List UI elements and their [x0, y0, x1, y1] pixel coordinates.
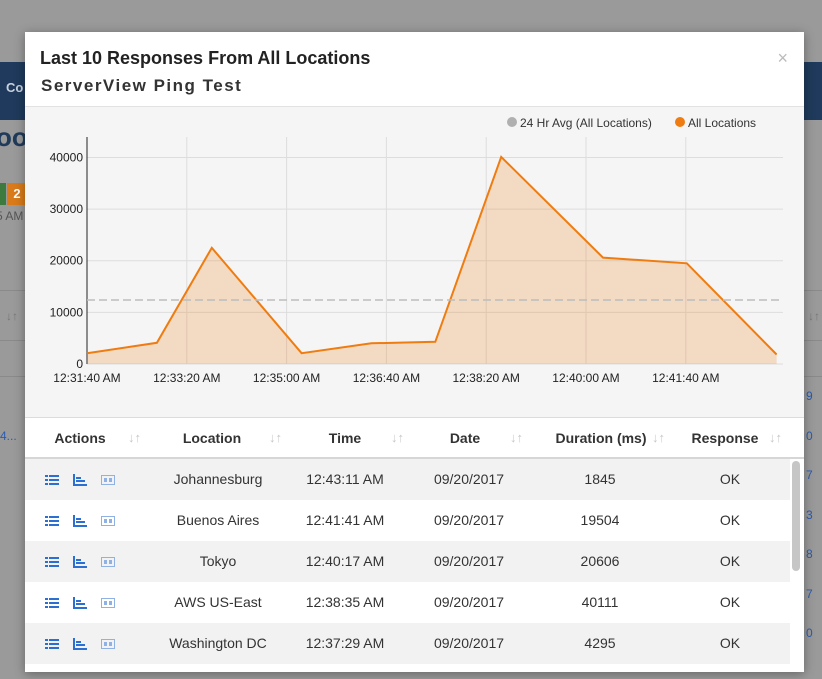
cell-response: OK [700, 500, 760, 541]
cell-date: 09/20/2017 [421, 459, 517, 500]
screenshot-icon[interactable] [101, 473, 115, 485]
details-list-icon[interactable] [45, 637, 59, 649]
screenshot-icon[interactable] [101, 514, 115, 526]
background-link-right: 7 [806, 468, 813, 482]
details-list-icon[interactable] [45, 514, 59, 526]
chart-bar-icon[interactable] [73, 473, 87, 485]
cell-response: OK [700, 459, 760, 500]
cell-response: OK [700, 582, 760, 623]
cell-date: 09/20/2017 [421, 623, 517, 664]
background-link-right: 3 [806, 508, 813, 522]
cell-response: OK [700, 541, 760, 582]
y-tick-label: 10000 [50, 305, 84, 319]
table-row: Johannesburg 12:43:11 AM 09/20/2017 1845 OK [25, 459, 790, 500]
cell-time: 12:41:41 AM [297, 500, 393, 541]
cell-duration: 20606 [555, 541, 645, 582]
y-tick-label: 40000 [50, 150, 84, 164]
x-tick-label: 12:31:40 AM [53, 371, 120, 385]
sort-icon[interactable]: ↓↑ [269, 419, 282, 457]
y-tick-label: 20000 [50, 254, 84, 268]
sort-icon[interactable]: ↓↑ [391, 419, 404, 457]
legend-avg-label: 24 Hr Avg (All Locations) [520, 116, 652, 130]
table-row: AWS US-East 12:38:35 AM 09/20/2017 40111 OK [25, 582, 790, 623]
chart-bar-icon[interactable] [73, 637, 87, 649]
x-tick-label: 12:38:20 AM [453, 371, 520, 385]
x-tick-label: 12:40:00 AM [552, 371, 619, 385]
background-link-left: 4... [0, 429, 17, 443]
cell-location: Washington DC [162, 623, 274, 664]
header-location[interactable]: Location [162, 419, 262, 457]
screenshot-icon[interactable] [101, 555, 115, 567]
table-row: Tokyo 12:40:17 AM 09/20/2017 20606 OK [25, 541, 790, 582]
background-link-right: 0 [806, 429, 813, 443]
table-row: Buenos Aires 12:41:41 AM 09/20/2017 19504 OK [25, 500, 790, 541]
cell-location: Buenos Aires [162, 500, 274, 541]
cell-location: Johannesburg [162, 459, 274, 500]
background-status-badge-green [0, 183, 6, 205]
x-tick-label: 12:36:40 AM [353, 371, 420, 385]
legend-avg-dot-icon [507, 117, 517, 127]
cell-time: 12:40:17 AM [297, 541, 393, 582]
chart-bar-icon[interactable] [73, 596, 87, 608]
response-chart: 0 10000 20000 30000 40000 12:31:40 AM 12:33:20… [25, 107, 804, 418]
sort-icon[interactable]: ↓↑ [652, 419, 665, 457]
responses-modal: Last 10 Responses From All Locations Ser… [25, 32, 804, 672]
details-list-icon[interactable] [45, 596, 59, 608]
header-date[interactable]: Date [425, 419, 505, 457]
cell-time: 12:43:11 AM [297, 459, 393, 500]
legend-series-label: All Locations [688, 116, 756, 130]
modal-header: Last 10 Responses From All Locations Ser… [25, 32, 804, 107]
modal-subtitle: ServerView Ping Test [41, 76, 242, 96]
x-tick-label: 12:33:20 AM [153, 371, 220, 385]
header-response[interactable]: Response [685, 419, 765, 457]
background-page-title: oo [0, 122, 28, 153]
y-tick-label: 30000 [50, 202, 84, 216]
cell-location: AWS US-East [162, 582, 274, 623]
chart-bar-icon[interactable] [73, 555, 87, 567]
legend-series-dot-icon [675, 117, 685, 127]
sort-icon[interactable]: ↓↑ [769, 419, 782, 457]
cell-date: 09/20/2017 [421, 541, 517, 582]
background-time-text: 5 AM [0, 209, 23, 223]
cell-duration: 4295 [555, 623, 645, 664]
details-list-icon[interactable] [45, 473, 59, 485]
x-tick-label: 12:35:00 AM [253, 371, 320, 385]
table-header: Actions ↓↑ Location ↓↑ Time ↓↑ Date ↓↑ D… [25, 419, 804, 459]
header-actions[interactable]: Actions [45, 419, 115, 457]
background-sort-icon: ↓↑ [6, 309, 18, 323]
close-button[interactable]: × [777, 48, 788, 69]
cell-duration: 19504 [555, 500, 645, 541]
cell-date: 09/20/2017 [421, 582, 517, 623]
background-link-right: 0 [806, 626, 813, 640]
cell-duration: 40111 [555, 582, 645, 623]
cell-date: 09/20/2017 [421, 500, 517, 541]
cell-location: Tokyo [162, 541, 274, 582]
background-nav-label: Co [6, 80, 23, 95]
y-tick-label: 0 [76, 357, 83, 371]
cell-time: 12:37:29 AM [297, 623, 393, 664]
header-time[interactable]: Time [305, 419, 385, 457]
table-scrollbar[interactable] [792, 461, 800, 571]
background-sort-icon-right: ↓↑ [808, 309, 820, 323]
chart-svg: 0 10000 20000 30000 40000 12:31:40 AM 12:33:20… [25, 107, 804, 417]
screenshot-icon[interactable] [101, 596, 115, 608]
background-status-badge-orange: 2 [7, 183, 27, 205]
chart-bar-icon[interactable] [73, 514, 87, 526]
details-list-icon[interactable] [45, 555, 59, 567]
cell-response: OK [700, 623, 760, 664]
sort-icon[interactable]: ↓↑ [510, 419, 523, 457]
screenshot-icon[interactable] [101, 637, 115, 649]
x-tick-label: 12:41:40 AM [652, 371, 719, 385]
sort-icon[interactable]: ↓↑ [128, 419, 141, 457]
header-duration[interactable]: Duration (ms) [542, 419, 660, 457]
cell-duration: 1845 [555, 459, 645, 500]
modal-title: Last 10 Responses From All Locations [40, 48, 370, 69]
background-link-right: 7 [806, 587, 813, 601]
background-link-right: 8 [806, 547, 813, 561]
background-link-right: 9 [806, 389, 813, 403]
cell-time: 12:38:35 AM [297, 582, 393, 623]
table-row: Washington DC 12:37:29 AM 09/20/2017 4295 OK [25, 623, 790, 664]
